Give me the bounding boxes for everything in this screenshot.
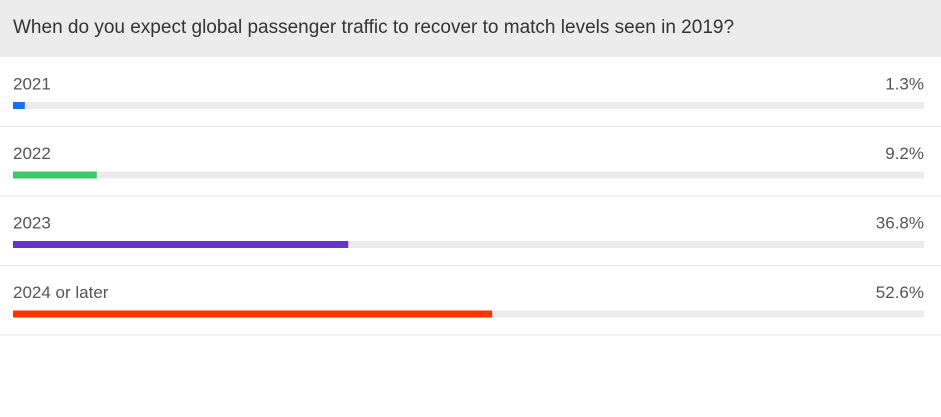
percent-label: 36.8% — [876, 213, 924, 232]
percent-label: 52.6% — [876, 283, 924, 302]
bar-track — [13, 241, 924, 248]
bar-track — [13, 102, 924, 109]
option-label: 2021 — [13, 74, 51, 93]
option-label: 2022 — [13, 144, 51, 163]
bar — [13, 310, 493, 318]
header-background — [0, 0, 941, 57]
chart-title: When do you expect global passenger traf… — [13, 17, 734, 38]
percent-label: 1.3% — [885, 74, 924, 93]
bar — [13, 171, 97, 179]
bar — [13, 241, 349, 248]
option-label: 2023 — [13, 213, 51, 232]
bar-track — [13, 171, 924, 179]
percent-label: 9.2% — [885, 144, 924, 163]
bar — [13, 102, 25, 109]
option-label: 2024 or later — [13, 283, 109, 302]
